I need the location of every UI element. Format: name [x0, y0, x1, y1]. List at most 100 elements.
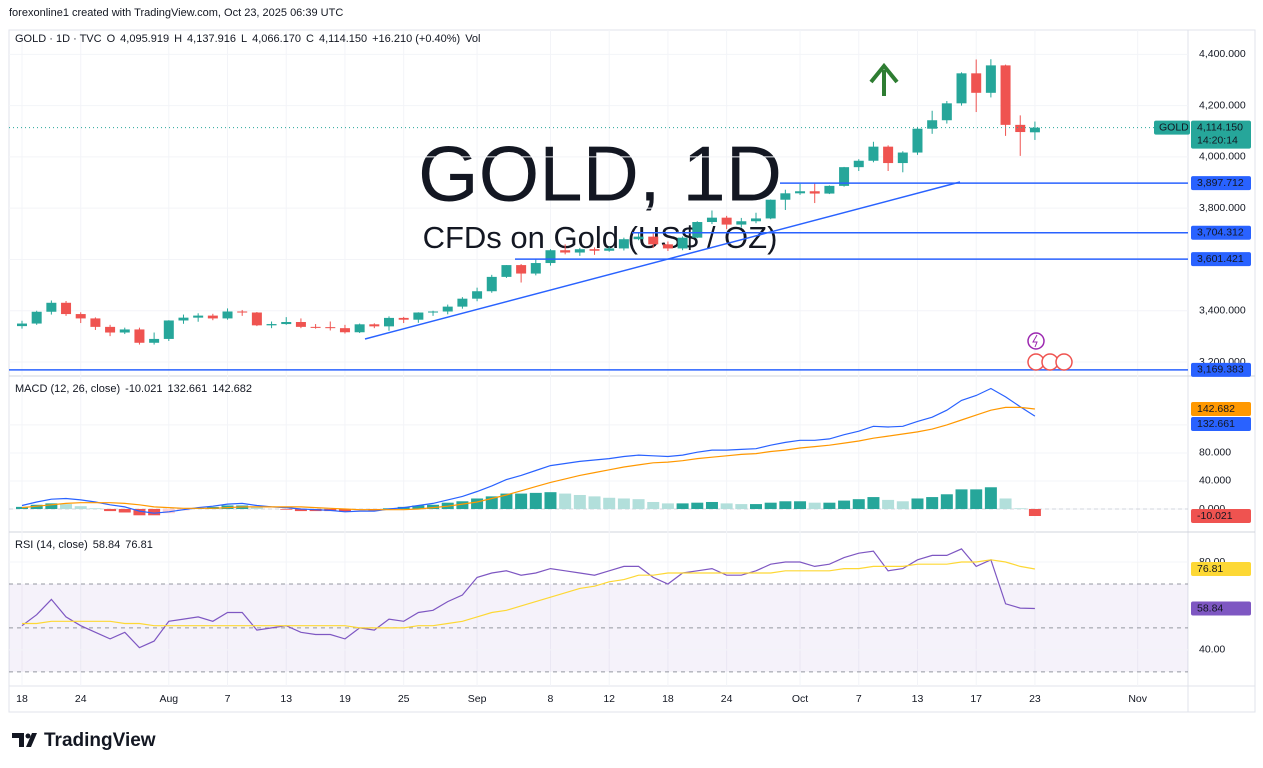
- candle-body: [692, 222, 703, 238]
- legend-text: L: [241, 33, 247, 45]
- y-tick-label: 4,200.000: [1199, 99, 1246, 111]
- y-tick-label: 4,000.000: [1199, 151, 1246, 163]
- histogram-bar: [559, 493, 572, 509]
- histogram-bar: [720, 503, 733, 509]
- label-layer: 18 24 Aug 7 13 19 25 Sep 8 12 18 24 Oct 7 13 17 23 Nov3,2…: [15, 33, 1251, 705]
- x-tick-label: Aug: [159, 693, 178, 705]
- value-box: [1191, 417, 1251, 432]
- candle-body: [281, 322, 292, 325]
- level-label: 3,704.312: [1197, 226, 1244, 238]
- candle-body: [134, 329, 145, 343]
- legend-text: 76.81: [125, 539, 153, 551]
- candle-body: [325, 327, 336, 329]
- histogram-bar: [691, 502, 704, 509]
- histogram-bar: [823, 502, 836, 509]
- histogram-bar: [89, 508, 102, 509]
- legend-text: 4,137.916: [187, 33, 236, 45]
- x-tick-label: 8: [548, 693, 554, 705]
- histogram-bar: [529, 492, 542, 509]
- histogram-bar: [118, 508, 131, 513]
- x-tick-label: 12: [603, 693, 615, 705]
- level-label: 3,897.712: [1197, 177, 1244, 189]
- footer-brand: TradingView: [44, 730, 156, 751]
- candle-body: [897, 152, 908, 164]
- candle-body: [17, 323, 27, 327]
- histogram-bar: [750, 504, 762, 509]
- histogram-bar: [60, 504, 73, 509]
- candle-body: [442, 306, 453, 312]
- histogram-bar: [647, 501, 660, 509]
- last-price-label: 4,114.150: [1197, 121, 1243, 133]
- x-tick-label: 24: [721, 693, 733, 705]
- candle-body: [501, 265, 512, 277]
- candle-body: [295, 322, 306, 327]
- up-arrow: [869, 62, 899, 96]
- value-box-label: -10.021: [1197, 510, 1233, 522]
- histogram-bar: [544, 492, 557, 509]
- histogram-bar: [955, 489, 968, 509]
- indicator-line: [21, 406, 1035, 511]
- candle-body: [574, 249, 585, 253]
- histogram-bar: [676, 503, 689, 509]
- legend-text: 4,114.150: [319, 33, 367, 45]
- candle-body: [163, 320, 174, 339]
- footer-logo: [12, 733, 37, 747]
- value-box-label: 142.682: [1197, 403, 1235, 415]
- candle-body: [237, 311, 248, 313]
- legend-text: 132.661: [167, 383, 207, 395]
- x-tick-label: 24: [75, 693, 87, 705]
- x-tick-label: 7: [856, 693, 862, 705]
- candle-body: [765, 199, 776, 219]
- candle-body: [736, 221, 747, 225]
- last-price-box: [1191, 120, 1251, 149]
- histogram-bar: [705, 501, 718, 509]
- candle-body: [90, 318, 101, 327]
- candle-body: [354, 324, 365, 333]
- candle-body: [604, 248, 615, 251]
- histogram-bar: [896, 501, 909, 509]
- candle-body: [251, 312, 262, 326]
- plot-layer: [9, 59, 1188, 649]
- histogram-bar: [148, 508, 161, 516]
- x-tick-label: 7: [225, 693, 231, 705]
- y-tick-label: 40.00: [1199, 644, 1225, 656]
- candle-body: [339, 328, 350, 333]
- histogram-bar: [30, 504, 43, 509]
- histogram-bar: [661, 503, 674, 509]
- symbol-box: [1154, 120, 1190, 135]
- candle-body: [545, 250, 556, 264]
- level-box: [1191, 225, 1251, 240]
- candle-body: [178, 317, 189, 321]
- candle-body: [824, 185, 835, 194]
- candle-body: [721, 217, 732, 225]
- level-box: [1191, 252, 1251, 267]
- y-tick-label: 4,400.000: [1199, 48, 1246, 60]
- histogram-bar: [882, 499, 895, 509]
- legend-text: 142.682: [212, 383, 252, 395]
- histogram-bar: [1028, 508, 1041, 517]
- histogram-bar: [984, 487, 997, 509]
- legend-text: 4,066.170: [252, 33, 301, 45]
- histogram-bar: [999, 498, 1012, 509]
- value-box: [1191, 402, 1251, 417]
- indicator-line: [22, 559, 1036, 629]
- candle-body: [1029, 127, 1040, 133]
- candle-body: [883, 146, 894, 164]
- legend-text: +16.210 (+0.40%): [372, 33, 460, 45]
- value-box: [1191, 509, 1251, 524]
- legend-text: C: [306, 33, 314, 45]
- candle-body: [193, 315, 204, 318]
- candle-body: [119, 329, 130, 333]
- histogram-bar: [588, 496, 601, 509]
- candle-body: [75, 314, 86, 319]
- legend-text: -10.021: [125, 383, 162, 395]
- histogram-bar: [280, 508, 293, 510]
- candle-body: [618, 239, 629, 249]
- legend-text: Vol: [465, 33, 480, 45]
- legend-text: MACD (12, 26, close): [15, 383, 120, 395]
- histogram-bar: [940, 494, 953, 509]
- histogram-bar: [294, 508, 307, 512]
- candle-body: [633, 236, 644, 240]
